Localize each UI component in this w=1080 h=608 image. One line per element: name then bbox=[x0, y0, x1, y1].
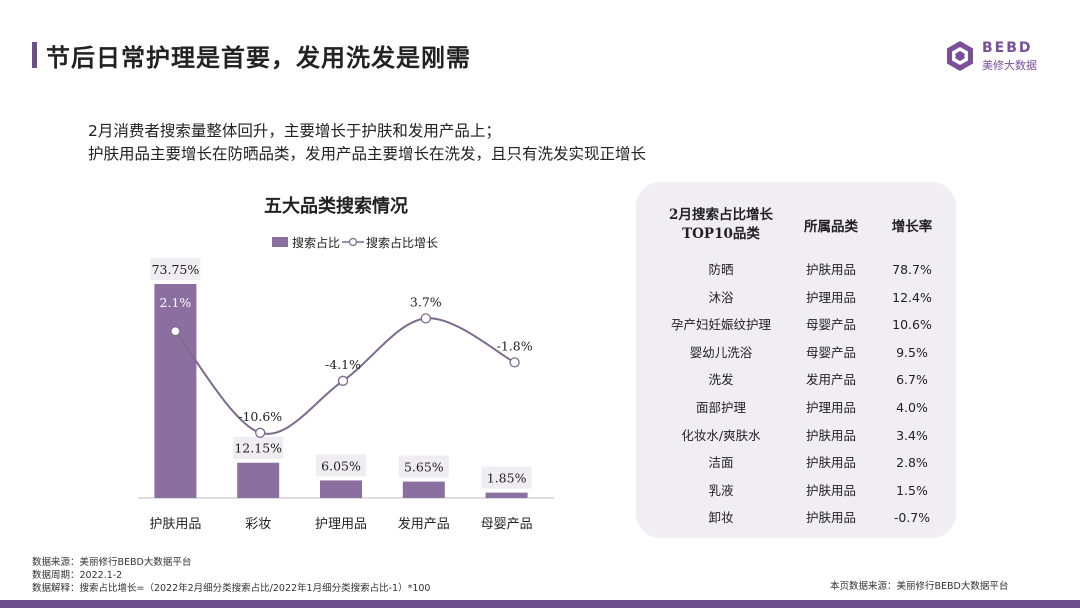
x-tick-label-0: 护肤用品 bbox=[149, 517, 201, 532]
table-header-item: 2月搜索占比增长 TOP10品类 bbox=[656, 206, 786, 244]
bar-label-bg-4 bbox=[481, 466, 532, 489]
growth-label-4: -1.8% bbox=[497, 338, 533, 353]
bar-label-1: 12.15% bbox=[234, 441, 282, 456]
brand-logo: BEBD 美修大数据 bbox=[944, 40, 1054, 74]
footer-period: 数据周期：2022.1-2 bbox=[32, 570, 123, 581]
bottom-accent-bar bbox=[0, 600, 1080, 608]
table-cell-category: 发用产品 bbox=[805, 372, 856, 388]
bar-3 bbox=[402, 481, 445, 498]
table-cell-category: 护肤用品 bbox=[805, 510, 856, 526]
table-cell-item: 化妆水/爽肤水 bbox=[681, 427, 761, 443]
table-cell-rate: 10.6% bbox=[892, 317, 932, 333]
growth-point-4 bbox=[509, 357, 520, 368]
page-data-source: 本页数据来源：美丽修行BEBD大数据平台 bbox=[830, 581, 1009, 592]
top10-table-panel: 2月搜索占比增长 TOP10品类 所属品类 增长率 防晒 护肤用品 78.7% 沐浴护… bbox=[636, 182, 956, 538]
legend-line-marker bbox=[348, 237, 358, 247]
legend-bar-swatch bbox=[272, 237, 288, 247]
table-cell-item: 孕产妇妊娠纹护理 bbox=[670, 317, 771, 333]
table-row: 面部护理 护理用品 4.0% bbox=[636, 394, 956, 421]
table-row: 沐浴 护理用品 12.4% bbox=[636, 284, 956, 311]
table-row: 婴幼儿洗浴 母婴产品 9.5% bbox=[636, 339, 956, 366]
bar-label-bg-0 bbox=[150, 258, 201, 280]
growth-label-0: 2.1% bbox=[160, 295, 192, 310]
table-cell-rate: 12.4% bbox=[892, 289, 932, 305]
table-cell-rate: 3.4% bbox=[896, 427, 928, 443]
chart-title: 五大品类搜索情况 bbox=[264, 196, 408, 217]
table-cell-rate: 2.8% bbox=[896, 455, 928, 471]
table-row: 孕产妇妊娠纹护理 母婴产品 10.6% bbox=[636, 311, 956, 338]
x-tick-label-2: 护理用品 bbox=[315, 517, 367, 532]
table-cell-item: 防晒 bbox=[708, 262, 734, 277]
table-cell-item: 婴幼儿洗浴 bbox=[689, 344, 753, 360]
table-row: 化妆水/爽肤水 护肤用品 3.4% bbox=[636, 422, 956, 449]
table-cell-item: 洁面 bbox=[708, 455, 734, 471]
table-cell-rate: 1.5% bbox=[896, 482, 928, 498]
table-header-item-line2: TOP10品类 bbox=[682, 226, 760, 242]
x-tick-label-3: 发用产品 bbox=[398, 516, 450, 532]
bar-label-0: 73.75% bbox=[152, 262, 200, 277]
growth-point-0 bbox=[170, 326, 181, 337]
table-row: 洁面 护肤用品 2.8% bbox=[636, 449, 956, 476]
table-row: 防晒 护肤用品 78.7% bbox=[636, 256, 956, 283]
intro-line-1: 2月消费者搜索量整体回升，主要增长于护肤和发用产品上； bbox=[88, 122, 501, 140]
table-cell-rate: 78.7% bbox=[892, 262, 932, 277]
intro-line-2: 护肤用品主要增长在防晒品类，发用产品主要增长在洗发，且只有洗发实现正增长 bbox=[88, 145, 647, 163]
table-cell-category: 护理用品 bbox=[805, 289, 856, 305]
table-cell-item: 洗发 bbox=[708, 372, 734, 388]
bar-label-bg-3 bbox=[398, 455, 449, 478]
bar-1 bbox=[237, 462, 280, 498]
growth-label-1: -10.6% bbox=[238, 409, 282, 424]
legend-line-label: 搜索占比增长 bbox=[366, 235, 438, 250]
bar-label-bg-2 bbox=[316, 454, 366, 477]
page-title: 节后日常护理是首要，发用洗发是刚需 bbox=[46, 44, 471, 72]
growth-label-3: 3.7% bbox=[410, 294, 442, 309]
growth-label-2: -4.1% bbox=[325, 357, 361, 372]
table-cell-category: 护肤用品 bbox=[805, 427, 856, 443]
table-row: 卸妆 护肤用品 -0.7% bbox=[636, 504, 956, 531]
table-cell-item: 乳液 bbox=[708, 482, 734, 498]
logo-sub-text: 美修大数据 bbox=[982, 59, 1037, 72]
legend-bar-label: 搜索占比 bbox=[292, 235, 340, 250]
table-cell-category: 母婴产品 bbox=[805, 344, 856, 360]
bebd-logo-icon bbox=[947, 41, 973, 71]
table-cell-category: 护肤用品 bbox=[805, 482, 856, 498]
table-cell-category: 护理用品 bbox=[805, 400, 856, 415]
bar-label-bg-1 bbox=[233, 436, 284, 459]
x-tick-label-1: 彩妆 bbox=[245, 517, 271, 532]
table-cell-rate: 6.7% bbox=[896, 372, 928, 388]
table-cell-category: 护肤用品 bbox=[805, 262, 856, 277]
growth-point-3 bbox=[420, 313, 431, 324]
table-cell-item: 沐浴 bbox=[708, 289, 734, 305]
title-accent-bar bbox=[32, 42, 37, 68]
intro-text: 2月消费者搜索量整体回升，主要增长于护肤和发用产品上； 护肤用品主要增长在防晒品… bbox=[88, 120, 646, 166]
table-row: 乳液 护肤用品 1.5% bbox=[636, 477, 956, 504]
table-cell-item: 面部护理 bbox=[695, 400, 746, 415]
bar-label-2: 6.05% bbox=[321, 458, 361, 473]
table-cell-item: 卸妆 bbox=[708, 510, 734, 526]
x-tick-label-4: 母婴产品 bbox=[481, 517, 533, 532]
logo-brand-text: BEBD bbox=[982, 40, 1033, 56]
table-cell-rate: 4.0% bbox=[896, 400, 928, 415]
table-cell-rate: -0.7% bbox=[893, 510, 931, 526]
footer-source: 数据来源：美丽修行BEBD大数据平台 bbox=[32, 557, 192, 568]
category-search-chart: 搜索占比 搜索占比增长 73.75% 12.15% 6.05% 5.65% 1.85% 护肤用… bbox=[138, 235, 554, 532]
bar-label-3: 5.65% bbox=[404, 460, 444, 475]
table-cell-rate: 9.5% bbox=[896, 344, 928, 360]
bar-2 bbox=[320, 480, 362, 498]
growth-point-2 bbox=[337, 375, 349, 386]
growth-point-1 bbox=[255, 427, 266, 438]
table-row: 洗发 发用产品 6.7% bbox=[636, 366, 956, 393]
bar-label-4: 1.85% bbox=[487, 471, 527, 486]
footer-formula: 数据解释：搜索占比增长=（2022年2月细分类搜索占比/2022年1月细分类搜索… bbox=[32, 583, 431, 594]
bar-4 bbox=[485, 492, 528, 498]
footer-notes: 数据来源：美丽修行BEBD大数据平台 数据周期：2022.1-2 数据解释：搜索… bbox=[32, 556, 430, 595]
table-cell-category: 护肤用品 bbox=[805, 455, 856, 471]
bar-0 bbox=[154, 284, 197, 498]
table-header-rate: 增长率 bbox=[891, 219, 933, 235]
table-header-category: 所属品类 bbox=[804, 219, 858, 235]
table-header-item-line1: 2月搜索占比增长 bbox=[669, 207, 773, 223]
table-cell-category: 母婴产品 bbox=[805, 317, 856, 333]
